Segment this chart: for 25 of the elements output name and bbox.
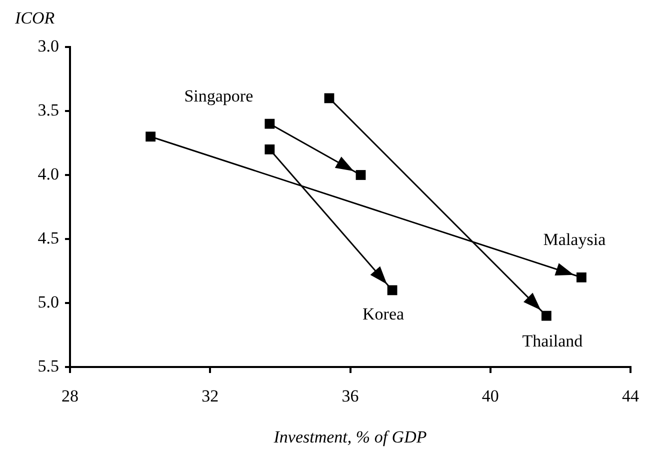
point bbox=[356, 170, 366, 180]
point bbox=[146, 132, 156, 142]
y-axis-title: ICOR bbox=[14, 8, 56, 28]
x-tick-label: 36 bbox=[342, 386, 359, 406]
point bbox=[264, 144, 275, 154]
x-axis-title: Investment, % of GDP bbox=[272, 427, 427, 446]
y-tick-label: 5.5 bbox=[38, 356, 59, 376]
y-tick-label: 4.5 bbox=[38, 228, 59, 248]
point bbox=[324, 93, 334, 104]
series-label: Korea bbox=[362, 304, 405, 324]
series-label: Singapore bbox=[184, 86, 254, 106]
y-tick-label: 4.0 bbox=[38, 164, 59, 184]
point bbox=[576, 272, 586, 282]
series-label: Thailand bbox=[522, 331, 584, 350]
y-tick-label: 5.0 bbox=[38, 292, 59, 312]
series-label: Malaysia bbox=[543, 230, 606, 249]
y-tick-label: 3.0 bbox=[38, 36, 59, 56]
point bbox=[264, 118, 275, 129]
point bbox=[387, 285, 398, 296]
x-tick-label: 32 bbox=[202, 386, 219, 406]
y-tick-label: 3.5 bbox=[38, 100, 59, 120]
x-tick-label: 44 bbox=[622, 386, 640, 406]
x-tick-label: 28 bbox=[62, 386, 78, 406]
x-tick-label: 40 bbox=[482, 386, 499, 406]
point bbox=[541, 310, 552, 321]
